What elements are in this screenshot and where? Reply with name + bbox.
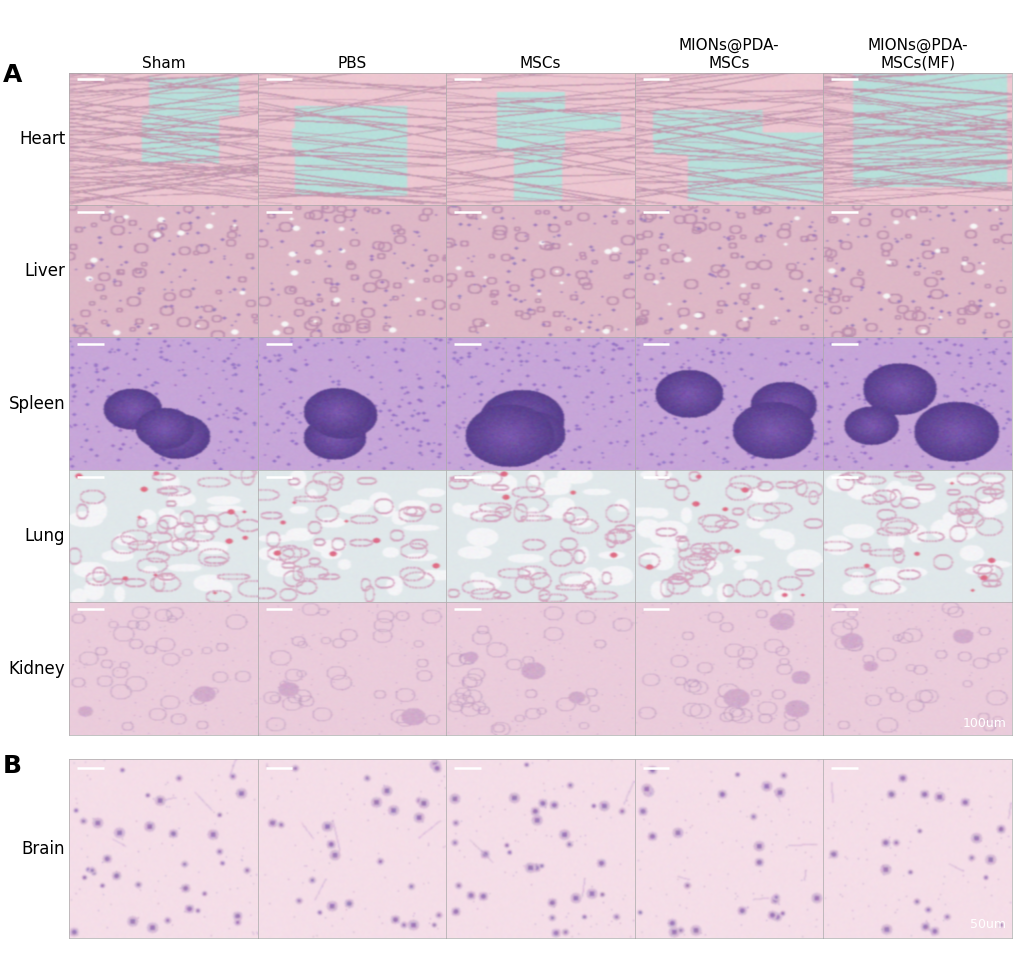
Text: MSCs: MSCs xyxy=(520,55,560,71)
Text: 50um: 50um xyxy=(969,918,1005,931)
Text: Heart: Heart xyxy=(19,130,65,148)
Text: Sham: Sham xyxy=(142,55,185,71)
Text: Kidney: Kidney xyxy=(8,659,65,678)
Text: Liver: Liver xyxy=(24,262,65,280)
Text: PBS: PBS xyxy=(337,55,367,71)
Text: A: A xyxy=(3,63,22,87)
Text: MIONs@PDA-
MSCs(MF): MIONs@PDA- MSCs(MF) xyxy=(866,38,967,71)
Text: B: B xyxy=(3,754,22,778)
Text: Spleen: Spleen xyxy=(8,395,65,413)
Text: Brain: Brain xyxy=(21,839,65,858)
Text: MIONs@PDA-
MSCs: MIONs@PDA- MSCs xyxy=(678,38,779,71)
Text: Lung: Lung xyxy=(24,527,65,545)
Text: 100um: 100um xyxy=(961,717,1005,730)
